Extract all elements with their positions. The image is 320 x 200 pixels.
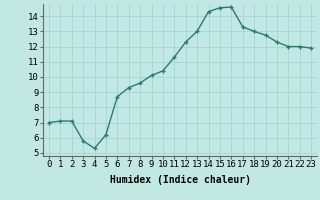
X-axis label: Humidex (Indice chaleur): Humidex (Indice chaleur) <box>109 175 251 185</box>
